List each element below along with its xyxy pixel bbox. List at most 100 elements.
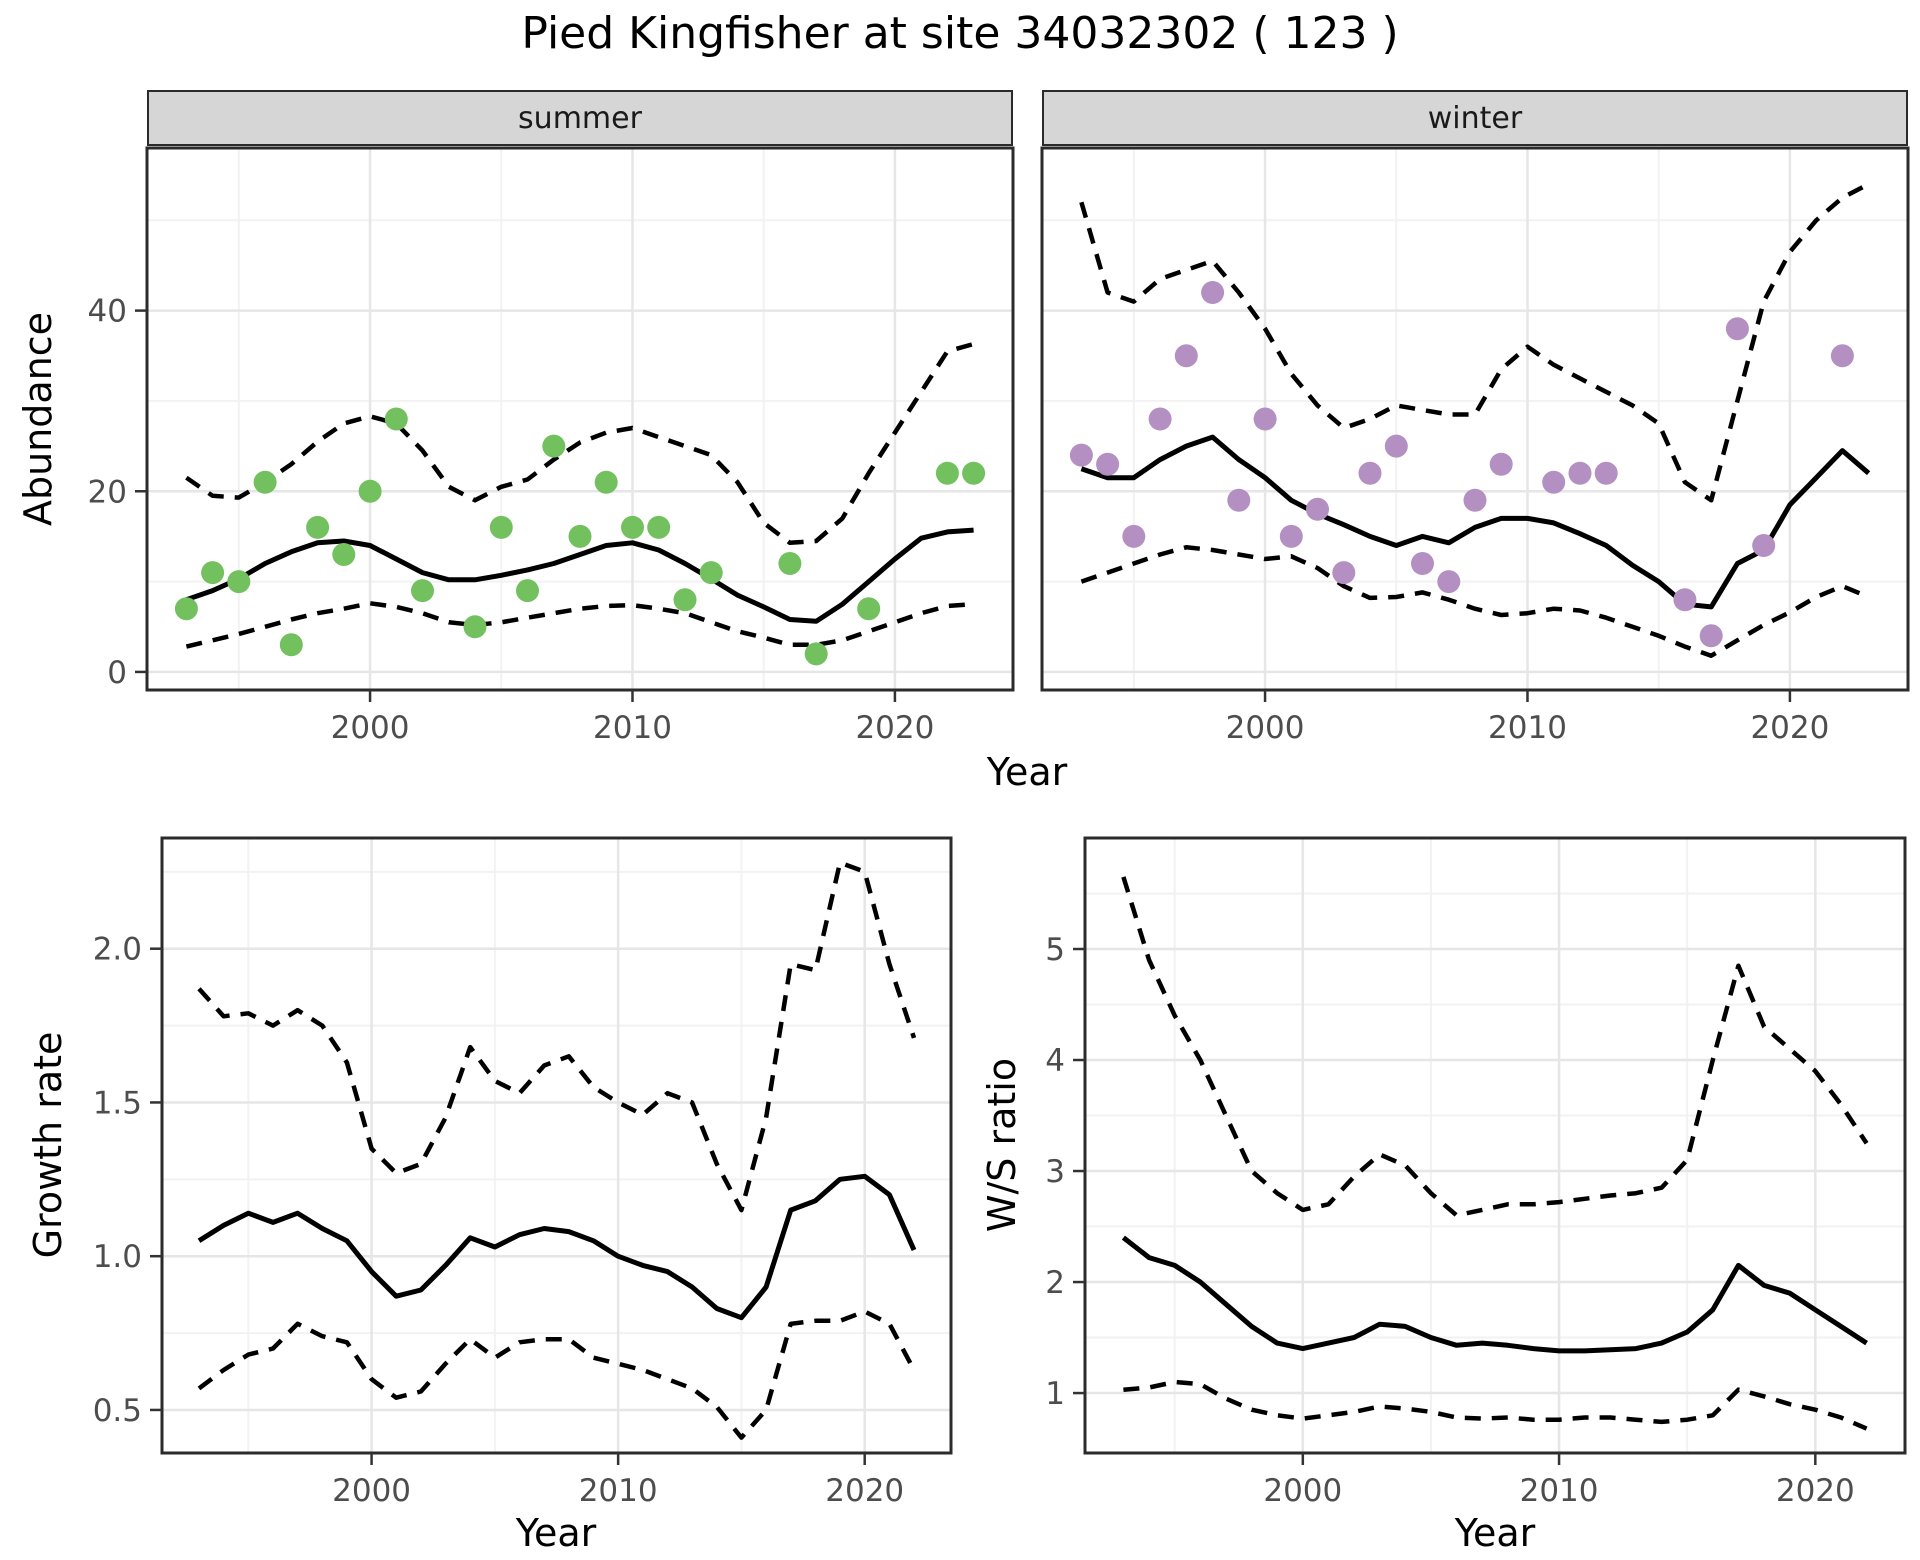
- abundance-summer-data-point: [857, 597, 881, 621]
- growth-rate-mean-line: [197, 1173, 917, 1321]
- abundance-summer-data-point: [673, 588, 697, 612]
- abundance-summer-data-point: [778, 552, 802, 575]
- x-tick-label: 2000: [332, 1473, 411, 1509]
- abundance-winter-data-point: [1148, 407, 1172, 431]
- winter-summer-ratio-upper_ci-line: [1121, 876, 1869, 1218]
- growth-rate-axis-title: Growth rate: [26, 1031, 70, 1259]
- abundance-winter-upper_ci-line: [1079, 182, 1870, 503]
- growth-x-axis-title: Year: [515, 1511, 597, 1555]
- facet-strip-winter: winter: [1042, 90, 1908, 146]
- abundance-winter-data-point: [1830, 344, 1854, 368]
- abundance-summer-data-point: [489, 515, 513, 539]
- abundance-summer-data-point: [804, 642, 828, 666]
- abundance-winter-data-point: [1568, 461, 1592, 485]
- abundance-winter-mean-line: [1080, 434, 1871, 610]
- abundance-winter-data-point: [1306, 497, 1329, 521]
- abundance-winter-panel-bg: [1042, 148, 1908, 690]
- winter-summer-ratio-mean-line: [1121, 1235, 1868, 1354]
- abundance-summer-data-point: [568, 524, 592, 548]
- abundance-winter-data-point: [1096, 452, 1120, 476]
- abundance-summer-data-point: [358, 479, 382, 503]
- abundance-winter-data-point: [1279, 524, 1303, 548]
- x-tick-label: 2000: [1263, 1473, 1342, 1509]
- x-tick-label: 2010: [593, 710, 672, 746]
- x-tick-label: 2020: [855, 710, 934, 746]
- abundance-winter-data-point: [1174, 344, 1198, 368]
- abundance-winter-data-point: [1201, 281, 1225, 304]
- abundance-winter-data-point: [1253, 407, 1277, 431]
- x-tick-label: 2000: [1226, 710, 1305, 746]
- x-tick-label: 2000: [331, 710, 410, 746]
- abundance-winter-data-point: [1411, 552, 1434, 575]
- winter-summer-ratio-panel-border: [1083, 836, 1907, 1455]
- y-tick-label: 5: [1045, 932, 1065, 968]
- abundance-summer-data-point: [201, 561, 225, 585]
- abundance-winter-data-point: [1227, 488, 1251, 512]
- y-tick-label: 1: [1045, 1376, 1065, 1412]
- abundance-summer-data-point: [647, 515, 671, 539]
- ws-ratio-axis-title: W/S ratio: [980, 1057, 1024, 1233]
- x-tick-label: 2010: [1520, 1473, 1599, 1509]
- abundance-axis-title: Abundance: [16, 311, 60, 527]
- abundance-summer-data-point: [306, 515, 330, 539]
- abundance-summer-data-point: [279, 633, 303, 657]
- abundance-winter-lower_ci-line: [1080, 545, 1870, 658]
- x-tick-label: 2020: [825, 1473, 904, 1509]
- abundance-summer-panel-bg: [147, 148, 1013, 690]
- abundance-winter-data-point: [1594, 461, 1618, 485]
- winter-summer-ratio-panel-bg: [1085, 838, 1905, 1453]
- abundance-summer-data-point: [699, 561, 723, 585]
- x-tick-label: 2020: [1750, 710, 1829, 746]
- y-tick-label: 20: [88, 474, 127, 510]
- abundance-winter-data-point: [1725, 317, 1749, 341]
- x-tick-label: 2010: [1488, 710, 1567, 746]
- winter-summer-ratio-lower_ci-line: [1123, 1379, 1868, 1431]
- abundance-summer-upper_ci-line: [185, 341, 975, 546]
- abundance-winter-data-point: [1542, 470, 1566, 494]
- abundance-winter-data-point: [1673, 588, 1697, 612]
- y-tick-label: 4: [1045, 1043, 1065, 1079]
- ws-x-axis-title: Year: [1454, 1511, 1536, 1555]
- abundance-summer-data-point: [463, 615, 487, 639]
- abundance-summer-data-point: [332, 543, 356, 566]
- abundance-summer-lower_ci-line: [185, 601, 974, 649]
- abundance-summer-data-point: [542, 434, 566, 458]
- abundance-winter-data-point: [1463, 488, 1487, 512]
- abundance-winter-data-point: [1332, 561, 1356, 585]
- abundance-winter-data-point: [1069, 443, 1093, 467]
- y-tick-label: 40: [88, 294, 127, 330]
- abundance-winter-data-point: [1122, 524, 1146, 548]
- abundance-winter-data-point: [1699, 624, 1723, 648]
- abundance-summer-data-point: [227, 570, 251, 594]
- y-tick-label: 1.5: [93, 1085, 142, 1121]
- abundance-summer-data-point: [516, 579, 539, 603]
- chart-title: Pied Kingfisher at site 34032302 ( 123 ): [521, 8, 1399, 59]
- abundance-winter-panel-border: [1040, 146, 1910, 692]
- y-tick-label: 3: [1045, 1154, 1065, 1190]
- y-tick-label: 0.5: [93, 1393, 142, 1429]
- growth-rate-upper_ci-line: [197, 860, 917, 1213]
- abundance-summer-data-point: [962, 461, 986, 485]
- growth-rate-panel-border: [160, 836, 953, 1455]
- y-tick-label: 2: [1045, 1265, 1065, 1301]
- abundance-summer-data-point: [411, 579, 434, 603]
- abundance-winter-data-point: [1437, 570, 1461, 594]
- y-tick-label: 1.0: [93, 1239, 142, 1275]
- abundance-summer-data-point: [621, 515, 644, 539]
- y-tick-label: 0: [107, 655, 127, 691]
- x-tick-label: 2020: [1776, 1473, 1855, 1509]
- growth-rate-lower_ci-line: [197, 1309, 916, 1440]
- abundance-summer-mean-line: [185, 527, 974, 624]
- growth-rate-panel-bg: [162, 838, 951, 1453]
- abundance-winter-data-point: [1358, 461, 1382, 485]
- abundance-summer-data-point: [174, 597, 198, 621]
- abundance-summer-data-point: [935, 461, 959, 485]
- abundance-winter-data-point: [1384, 434, 1408, 458]
- x-tick-label: 2010: [579, 1473, 658, 1509]
- facet-strip-summer: summer: [147, 90, 1013, 146]
- y-tick-label: 2.0: [93, 932, 142, 968]
- abundance-summer-data-point: [253, 470, 277, 494]
- abundance-summer-data-point: [384, 407, 408, 431]
